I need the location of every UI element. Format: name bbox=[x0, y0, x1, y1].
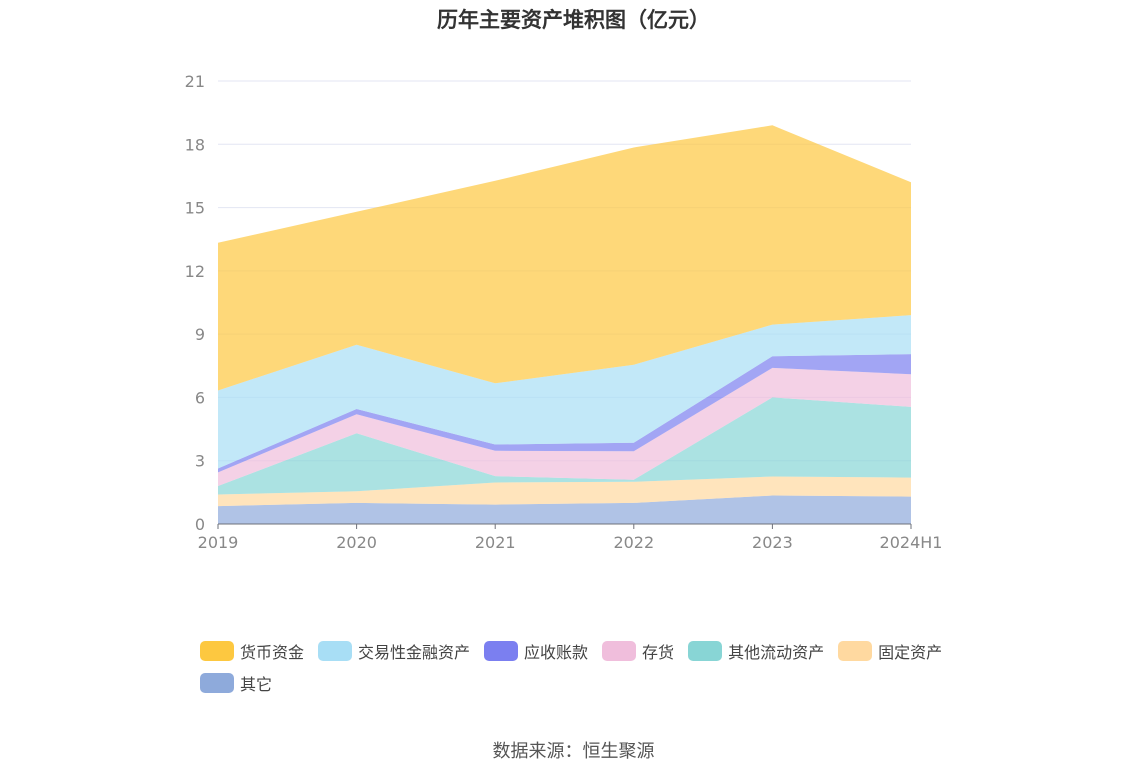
legend-swatch bbox=[200, 673, 234, 693]
area-其他流动资产 bbox=[218, 397, 911, 495]
x-tick-label: 2023 bbox=[752, 533, 793, 552]
area-存货 bbox=[218, 367, 911, 487]
legend-item[interactable]: 固定资产 bbox=[838, 638, 942, 664]
legend-item[interactable]: 存货 bbox=[602, 638, 674, 664]
legend-item[interactable]: 交易性金融资产 bbox=[318, 638, 470, 664]
legend: 货币资金 交易性金融资产 应收账款 存货 其他流动资产 固定资产其它 bbox=[200, 638, 980, 702]
stacked-area-chart: 0 3 6 9 12 15 18 21 2019 2020 2021 2022 2023 2024H1 bbox=[185, 72, 943, 552]
x-tick-label: 2021 bbox=[475, 533, 516, 552]
y-tick-label: 12 bbox=[185, 262, 205, 281]
legend-swatch bbox=[838, 641, 873, 661]
legend-label: 存货 bbox=[642, 643, 675, 662]
legend-swatch bbox=[688, 641, 723, 661]
data-source: 数据来源：恒生聚源 bbox=[492, 741, 655, 762]
legend-swatch bbox=[484, 641, 519, 661]
x-tick-label: 2019 bbox=[198, 533, 239, 552]
area-货币资金 bbox=[218, 125, 911, 391]
x-tick-label: 2024H1 bbox=[880, 533, 943, 552]
x-tick-label: 2022 bbox=[613, 533, 654, 552]
area-交易性金融资产 bbox=[218, 315, 911, 469]
y-tick-label: 21 bbox=[185, 72, 205, 91]
area-series bbox=[218, 125, 911, 524]
area-固定资产 bbox=[218, 476, 911, 507]
area-其它 bbox=[218, 495, 911, 524]
legend-swatch bbox=[200, 641, 234, 661]
y-tick-label: 9 bbox=[195, 325, 205, 344]
legend-item[interactable]: 其它 bbox=[200, 670, 272, 696]
chart-title: 历年主要资产堆积图（亿元） bbox=[437, 8, 710, 32]
legend-swatch bbox=[318, 641, 353, 661]
axes: 0 3 6 9 12 15 18 21 2019 2020 2021 2022 2023 2024H1 bbox=[185, 72, 943, 552]
y-tick-label: 0 bbox=[195, 515, 205, 534]
area-应收账款 bbox=[218, 354, 911, 473]
y-tick-label: 6 bbox=[195, 388, 205, 407]
legend-item[interactable]: 应收账款 bbox=[484, 638, 588, 664]
legend-label: 货币资金 bbox=[240, 643, 305, 662]
legend-item[interactable]: 其他流动资产 bbox=[688, 638, 824, 664]
y-tick-label: 3 bbox=[195, 452, 205, 471]
legend-label: 固定资产 bbox=[878, 643, 943, 662]
x-tick-label: 2020 bbox=[336, 533, 377, 552]
y-tick-label: 18 bbox=[185, 135, 205, 154]
legend-swatch bbox=[602, 641, 637, 661]
y-tick-label: 15 bbox=[185, 199, 205, 218]
legend-label: 其他流动资产 bbox=[728, 643, 825, 662]
legend-label: 交易性金融资产 bbox=[358, 643, 471, 662]
legend-item[interactable]: 货币资金 bbox=[200, 638, 304, 664]
legend-label: 应收账款 bbox=[524, 643, 589, 662]
legend-label: 其它 bbox=[240, 675, 273, 694]
